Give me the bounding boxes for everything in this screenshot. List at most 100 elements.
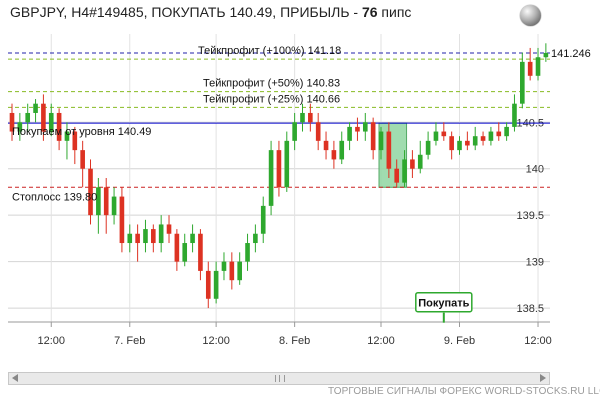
candle-down: [527, 47, 533, 81]
candle-down: [386, 122, 392, 178]
candle-down: [56, 108, 62, 151]
candle-up: [48, 103, 54, 137]
candle-up: [190, 224, 195, 253]
candle-up: [237, 252, 242, 285]
candle-body: [323, 140, 329, 151]
candle-body: [410, 159, 415, 169]
arrow-right-icon[interactable]: [540, 374, 546, 382]
chart-title: GBPJPY, H4#149485, ПОКУПАТЬ 140.49, ПРИБ…: [10, 4, 411, 20]
candle-up: [111, 187, 117, 225]
x-tick-label: 12:00: [367, 335, 395, 347]
candle-down: [370, 117, 376, 160]
candle-up: [300, 103, 305, 132]
candle-up: [284, 131, 290, 192]
candle-body: [496, 131, 502, 137]
candle-body: [276, 150, 282, 188]
candle-down: [480, 131, 486, 146]
x-tick-label: 9. Feb: [444, 335, 475, 347]
candle-body: [284, 140, 290, 188]
x-tick-label: 8. Feb: [279, 335, 310, 347]
x-tick-label: 12:00: [524, 335, 552, 347]
y-tick-label: 139: [526, 257, 544, 269]
candle-down: [88, 159, 93, 225]
candle-down: [229, 252, 235, 290]
footer-credit: ТОРГОВЫЕ СИГНАЛЫ ФОРЕКС WORLD-STOCKS.RU …: [328, 386, 600, 397]
candle-up: [472, 126, 478, 151]
candle-body: [166, 224, 172, 234]
y-tick-label: 138.5: [516, 303, 544, 315]
candle-up: [402, 150, 407, 188]
candle-body: [355, 126, 360, 132]
candle-up: [182, 233, 188, 267]
candle-body: [504, 126, 509, 137]
candle-body: [64, 131, 70, 141]
candle-down: [9, 103, 15, 141]
globe-icon[interactable]: [520, 5, 541, 26]
candle-body: [72, 131, 78, 151]
chart-scrollbar[interactable]: [8, 372, 550, 385]
candle-up: [433, 122, 439, 146]
entry-zone: [378, 122, 408, 188]
candle-body: [48, 112, 54, 132]
candle-up: [378, 126, 384, 160]
level-label-tp100: Тейкпрофит (+100%) 141.18: [198, 45, 341, 57]
candle-body: [308, 112, 313, 123]
candle-body: [292, 122, 297, 141]
scroll-grip-icon[interactable]: [275, 375, 285, 382]
candle-body: [347, 126, 352, 141]
x-tick-label: 12:00: [202, 335, 230, 347]
candle-body: [520, 61, 525, 104]
candle-up: [339, 131, 345, 165]
candle-up: [504, 122, 509, 141]
candle-body: [417, 154, 423, 169]
candle-down: [151, 224, 156, 253]
candle-body: [362, 122, 368, 132]
candle-up: [25, 103, 31, 132]
signal-label: Покупать: [418, 298, 469, 310]
candle-down: [135, 224, 140, 262]
candle-body: [213, 270, 219, 299]
candle-body: [315, 122, 321, 141]
level-label-stop: Стоплосс 139.80: [12, 191, 97, 203]
candle-body: [88, 168, 93, 216]
candle-body: [158, 224, 164, 244]
y-tick-label: 139.5: [516, 210, 544, 222]
candle-body: [378, 131, 384, 151]
candle-up: [158, 215, 164, 253]
candle-body: [339, 140, 345, 160]
candle-up: [33, 99, 38, 123]
y-tick-label: 140: [526, 164, 544, 176]
candle-down: [355, 117, 360, 141]
candle-body: [260, 205, 266, 234]
candle-up: [64, 122, 70, 160]
arrow-left-icon[interactable]: [12, 374, 18, 382]
profit-unit: пипс: [377, 4, 412, 20]
candle-body: [25, 112, 31, 123]
candle-body: [119, 196, 125, 244]
candle-up: [543, 43, 549, 62]
candle-body: [245, 243, 250, 262]
candle-body: [457, 140, 462, 151]
candle-down: [72, 126, 78, 165]
candle-body: [425, 140, 431, 155]
candle-up: [512, 94, 517, 132]
x-tick-label: 12:00: [37, 335, 65, 347]
candle-down: [41, 94, 46, 141]
candle-body: [221, 261, 227, 271]
candle-down: [315, 112, 321, 151]
candle-body: [449, 136, 454, 151]
candle-down: [80, 140, 85, 188]
candle-up: [347, 122, 352, 151]
current-price-label: 141.246: [551, 48, 591, 60]
candle-up: [245, 233, 250, 271]
candle-body: [190, 233, 195, 244]
candle-body: [33, 103, 38, 113]
candle-up: [488, 126, 494, 146]
candle-body: [229, 261, 235, 281]
candle-body: [402, 159, 407, 183]
candle-body: [512, 103, 517, 127]
title-prefix: GBPJPY, H4#149485, ПОКУПАТЬ 140.49, ПРИБ…: [10, 4, 362, 20]
candle-up: [425, 131, 431, 160]
candle-up: [253, 224, 258, 253]
